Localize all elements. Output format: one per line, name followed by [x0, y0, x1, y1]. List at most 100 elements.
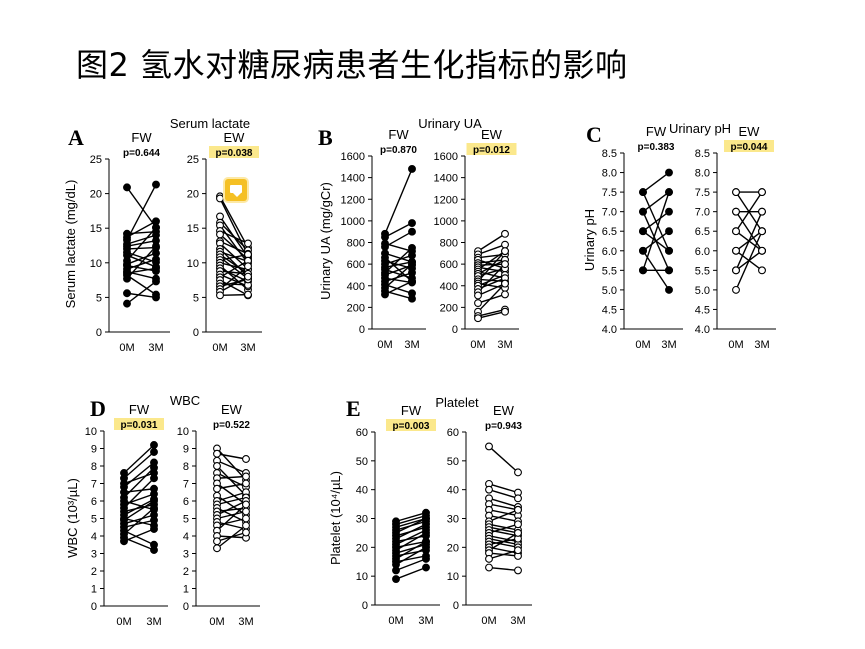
data-point	[514, 546, 522, 555]
data-point	[392, 575, 400, 583]
subject-line	[477, 266, 506, 273]
y-tick-label: 1	[91, 584, 97, 596]
x-tick-label: 3M	[754, 339, 769, 351]
data-point	[150, 448, 158, 456]
y-tick-label: 4.0	[602, 324, 617, 336]
subject-line	[384, 222, 413, 238]
subject-line	[123, 477, 155, 509]
data-point	[150, 441, 158, 449]
subject-line	[126, 234, 157, 245]
subject-line	[216, 453, 247, 460]
subject-line	[219, 240, 249, 255]
subject-line	[123, 507, 155, 535]
y-tick-label: 7	[91, 479, 97, 491]
subject-line	[488, 509, 519, 517]
data-point	[501, 260, 509, 269]
data-point	[485, 485, 493, 494]
subject-line	[126, 227, 157, 262]
data-point	[381, 233, 389, 242]
data-point	[501, 290, 509, 299]
x-tick-label: 0M	[209, 616, 224, 628]
data-point	[408, 294, 416, 303]
data-point	[514, 505, 522, 514]
subject-line	[395, 517, 427, 534]
subject-line	[735, 211, 763, 271]
y-tick-label: 1400	[434, 173, 458, 185]
subject-line	[219, 260, 249, 278]
y-tick-label: 2	[183, 566, 189, 578]
subject-line	[219, 293, 249, 297]
subject-line	[219, 225, 249, 264]
subject-line	[642, 211, 670, 232]
y-tick-label: 30	[447, 514, 459, 526]
subject-line	[488, 540, 519, 549]
p-value-label: p=0.870	[380, 145, 417, 156]
y-tick-label: 3	[91, 549, 97, 561]
subject-line	[216, 465, 247, 497]
subject-line	[477, 308, 506, 317]
y-tick-label: 0	[359, 324, 365, 336]
y-tick-label: 7.5	[695, 187, 710, 199]
p-value-label: p=0.012	[473, 145, 510, 156]
subject-line	[477, 283, 506, 313]
y-tick-label: 1	[183, 584, 189, 596]
data-point	[213, 537, 221, 546]
x-tick-label: 0M	[119, 342, 134, 354]
subject-line	[123, 528, 155, 542]
data-point	[381, 290, 389, 299]
data-point	[216, 230, 224, 239]
subject-line	[642, 230, 670, 252]
data-point	[732, 207, 740, 216]
subject-line	[477, 282, 506, 297]
subject-line	[216, 496, 247, 506]
data-point	[150, 516, 158, 525]
data-point	[665, 246, 673, 255]
data-point	[152, 264, 160, 273]
y-tick-label: 10	[85, 426, 97, 438]
panel-letter: E	[346, 396, 361, 421]
y-tick-label: 10	[90, 258, 102, 270]
comment-note-icon[interactable]	[225, 179, 247, 201]
data-point	[242, 472, 250, 481]
y-tick-label: 7	[183, 479, 189, 491]
data-point	[152, 293, 160, 302]
y-tick-label: 8	[183, 461, 189, 473]
y-tick-label: 200	[347, 302, 365, 314]
data-point	[152, 255, 160, 264]
y-axis-label: Platelet (10⁴/µL)	[328, 471, 343, 565]
subject-line	[488, 523, 519, 531]
data-point	[485, 554, 493, 563]
data-point	[639, 188, 647, 197]
data-point	[732, 266, 740, 275]
subject-line	[384, 277, 413, 284]
subject-line	[126, 258, 157, 270]
x-tick-label: 0M	[388, 615, 403, 627]
data-point	[150, 463, 158, 472]
subject-line	[477, 233, 506, 252]
subject-line	[384, 272, 413, 283]
data-point	[150, 474, 158, 483]
y-tick-label: 0	[183, 601, 189, 613]
y-tick-label: 0	[96, 327, 102, 339]
subject-line	[123, 503, 155, 513]
subject-line	[216, 521, 247, 530]
data-point	[152, 242, 160, 251]
panel-letter: A	[68, 125, 84, 150]
subject-line	[126, 254, 157, 268]
subject-line	[477, 263, 506, 293]
subject-line	[126, 252, 157, 265]
panel-letter: D	[90, 396, 106, 421]
subject-line	[477, 293, 506, 304]
data-point	[152, 180, 160, 189]
data-point	[665, 266, 673, 275]
y-tick-label: 6	[91, 496, 97, 508]
y-tick-label: 1200	[341, 194, 365, 206]
x-tick-label: 0M	[470, 339, 485, 351]
data-point	[514, 520, 522, 529]
subject-line	[395, 535, 427, 543]
subject-line	[488, 514, 519, 523]
p-value-label: p=0.003	[393, 421, 430, 432]
data-point	[242, 514, 250, 523]
subject-line	[123, 500, 155, 521]
y-tick-label: 4	[91, 531, 97, 543]
